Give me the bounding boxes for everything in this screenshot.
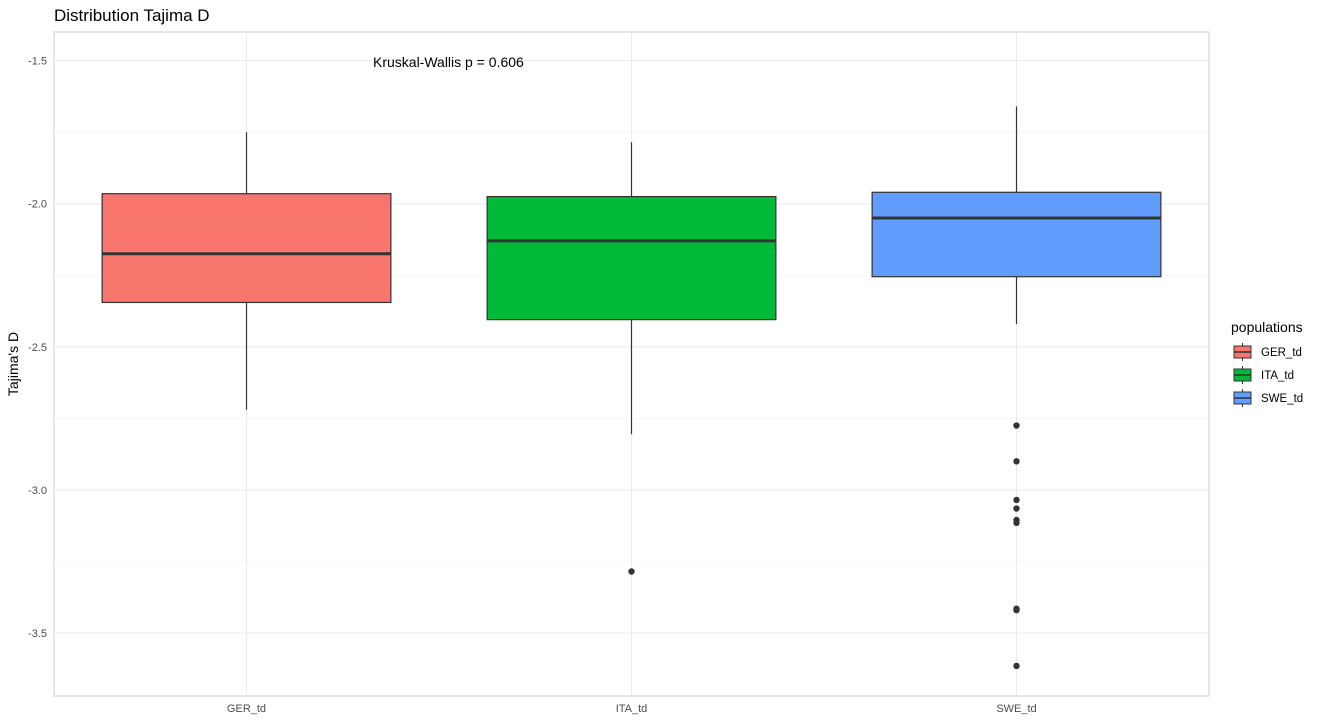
iqr-box	[871, 191, 1162, 278]
box-GER_td	[101, 132, 392, 410]
outlier-point	[1013, 519, 1020, 527]
outlier-point	[1013, 496, 1020, 504]
x-tick-label: GER_td	[227, 703, 266, 715]
box-ITA_td	[486, 142, 777, 575]
outlier-point	[1013, 422, 1020, 429]
legend-label: SWE_td	[1261, 393, 1303, 405]
outlier-point	[628, 568, 635, 575]
outlier-point	[1013, 606, 1020, 614]
legend-item-ITA_td: ITA_td	[1233, 366, 1294, 384]
y-axis-title: Tajima's D	[5, 332, 21, 396]
legend-item-SWE_td: SWE_td	[1233, 389, 1303, 407]
x-tick-label: SWE_td	[996, 703, 1036, 715]
legend-item-GER_td: GER_td	[1233, 343, 1302, 361]
y-tick-label: -2.5	[28, 342, 47, 354]
iqr-box	[486, 195, 777, 321]
outlier-point	[1013, 505, 1020, 512]
y-tick-label: -1.5	[28, 56, 47, 68]
legend: populations GER_td ITA_td SWE_td	[1231, 319, 1303, 407]
y-tick-label: -3.0	[28, 485, 47, 497]
y-tick-label: -3.5	[28, 628, 47, 640]
iqr-box	[101, 193, 392, 304]
box-SWE_td	[871, 106, 1162, 670]
boxes-layer	[101, 106, 1162, 670]
legend-label: GER_td	[1261, 347, 1302, 359]
outlier-point	[1013, 458, 1020, 465]
kruskal-wallis-annotation: Kruskal-Wallis p = 0.606	[373, 54, 524, 70]
x-axis-ticks: GER_td ITA_td SWE_td	[227, 703, 1037, 715]
legend-label: ITA_td	[1261, 370, 1294, 382]
legend-title: populations	[1231, 319, 1303, 335]
y-tick-label: -2.0	[28, 199, 47, 211]
chart-title: Distribution Tajima D	[54, 6, 210, 25]
x-tick-label: ITA_td	[616, 703, 648, 715]
y-axis-ticks: -1.5 -2.0 -2.5 -3.0 -3.5	[28, 56, 47, 640]
outlier-point	[1013, 662, 1020, 670]
